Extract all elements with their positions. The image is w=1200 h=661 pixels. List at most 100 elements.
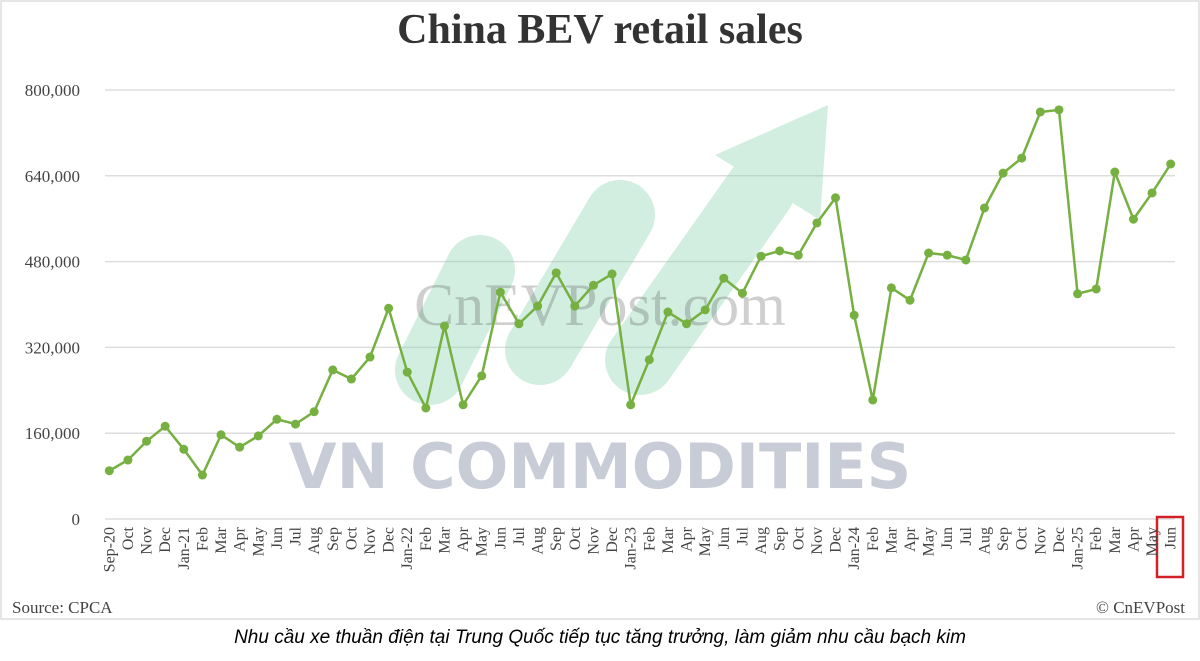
x-tick-label: Jun bbox=[716, 527, 733, 549]
point bbox=[123, 455, 133, 465]
point bbox=[477, 371, 487, 381]
x-tick-label: Jun bbox=[492, 527, 509, 549]
y-tick-label: 0 bbox=[72, 510, 81, 529]
point bbox=[235, 442, 245, 452]
x-tick-label: May bbox=[474, 527, 491, 556]
point bbox=[216, 430, 226, 440]
point bbox=[1147, 188, 1157, 198]
point bbox=[626, 400, 636, 410]
point bbox=[1110, 167, 1120, 177]
point bbox=[663, 307, 673, 317]
x-tick-label: Apr bbox=[679, 526, 696, 552]
x-tick-label: Feb bbox=[194, 527, 211, 551]
x-tick-label: Jun bbox=[1163, 527, 1180, 549]
point bbox=[700, 305, 710, 315]
x-tick-label: Apr bbox=[902, 526, 919, 552]
x-tick-label: Apr bbox=[455, 526, 472, 552]
x-tick-label: Nov bbox=[585, 527, 602, 555]
point bbox=[942, 250, 952, 260]
point bbox=[197, 470, 207, 480]
x-tick-label: Mar bbox=[883, 526, 900, 553]
point bbox=[291, 419, 301, 429]
point bbox=[849, 310, 859, 320]
x-tick-label: Mar bbox=[1107, 526, 1124, 553]
point bbox=[160, 421, 170, 431]
point bbox=[682, 319, 692, 329]
x-tick-label: Sep bbox=[325, 527, 342, 551]
source: Source: CPCA bbox=[12, 598, 113, 617]
x-tick-label: Feb bbox=[641, 527, 658, 551]
x-tick-label: Apr bbox=[1125, 526, 1142, 552]
point bbox=[979, 203, 989, 213]
x-tick-label: Nov bbox=[1032, 527, 1049, 555]
frame bbox=[0, 0, 1200, 620]
credit: © CnEVPost bbox=[1096, 598, 1185, 617]
x-tick-label: Oct bbox=[120, 526, 137, 550]
point bbox=[142, 436, 152, 446]
x-tick-label: Jul bbox=[958, 526, 975, 545]
x-tick-label: Mar bbox=[213, 526, 230, 553]
x-tick-label: Oct bbox=[1014, 526, 1031, 550]
x-tick-label: Oct bbox=[343, 526, 360, 550]
point bbox=[551, 268, 561, 278]
x-tick-label: Dec bbox=[828, 527, 845, 553]
point bbox=[421, 403, 431, 413]
x-tick-label: Oct bbox=[790, 526, 807, 550]
x-tick-label: Dec bbox=[157, 527, 174, 553]
point bbox=[831, 193, 841, 203]
x-tick-label: Aug bbox=[306, 527, 323, 555]
point bbox=[1017, 153, 1027, 163]
point bbox=[439, 321, 449, 331]
x-tick-label: Dec bbox=[381, 527, 398, 553]
point bbox=[179, 444, 189, 454]
point bbox=[458, 400, 468, 410]
x-tick-label: Jun bbox=[939, 527, 956, 549]
x-tick-label: Nov bbox=[809, 527, 826, 555]
point bbox=[1073, 289, 1083, 299]
x-tick-label: Jan-25 bbox=[1070, 527, 1087, 570]
x-tick-label: Feb bbox=[418, 527, 435, 551]
point bbox=[998, 168, 1008, 178]
point bbox=[1128, 214, 1138, 224]
x-tick-label: May bbox=[697, 527, 714, 556]
point bbox=[402, 367, 412, 377]
x-tick-label: Sep bbox=[772, 527, 789, 551]
point bbox=[104, 466, 114, 476]
watermark: CnEVPost.com bbox=[414, 272, 786, 338]
y-tick-label: 160,000 bbox=[25, 424, 80, 443]
point bbox=[868, 395, 878, 405]
highlight-box bbox=[1155, 515, 1185, 579]
point bbox=[719, 273, 729, 283]
x-tick-label: Aug bbox=[530, 527, 547, 555]
caption: Nhu cầu xe thuần điện tại Trung Quốc tiế… bbox=[234, 627, 966, 648]
watermark: VN COMMODITIES bbox=[289, 430, 912, 503]
y-tick-label: 480,000 bbox=[25, 253, 80, 272]
x-tick-label: Feb bbox=[865, 527, 882, 551]
point bbox=[1091, 284, 1101, 294]
point bbox=[588, 280, 598, 290]
point bbox=[812, 218, 822, 228]
point bbox=[272, 414, 282, 424]
point bbox=[924, 248, 934, 258]
x-tick-label: Sep-20 bbox=[101, 527, 118, 572]
x-tick-label: Jul bbox=[734, 526, 751, 545]
x-tick-label: Jan-24 bbox=[846, 527, 863, 570]
point bbox=[309, 407, 319, 417]
x-tick-label: Jun bbox=[269, 527, 286, 549]
point bbox=[737, 288, 747, 298]
y-tick-label: 320,000 bbox=[25, 338, 80, 357]
x-tick-label: Dec bbox=[604, 527, 621, 553]
point bbox=[1035, 107, 1045, 117]
point bbox=[607, 269, 617, 279]
x-tick-label: Mar bbox=[436, 526, 453, 553]
point bbox=[533, 301, 543, 311]
point bbox=[793, 250, 803, 260]
point bbox=[1054, 105, 1064, 115]
x-tick-label: May bbox=[921, 527, 938, 556]
x-tick-label: Nov bbox=[362, 527, 379, 555]
y-tick-label: 640,000 bbox=[25, 167, 80, 186]
x-tick-label: Feb bbox=[1088, 527, 1105, 551]
y-tick-label: 800,000 bbox=[25, 81, 80, 100]
point bbox=[346, 374, 356, 384]
